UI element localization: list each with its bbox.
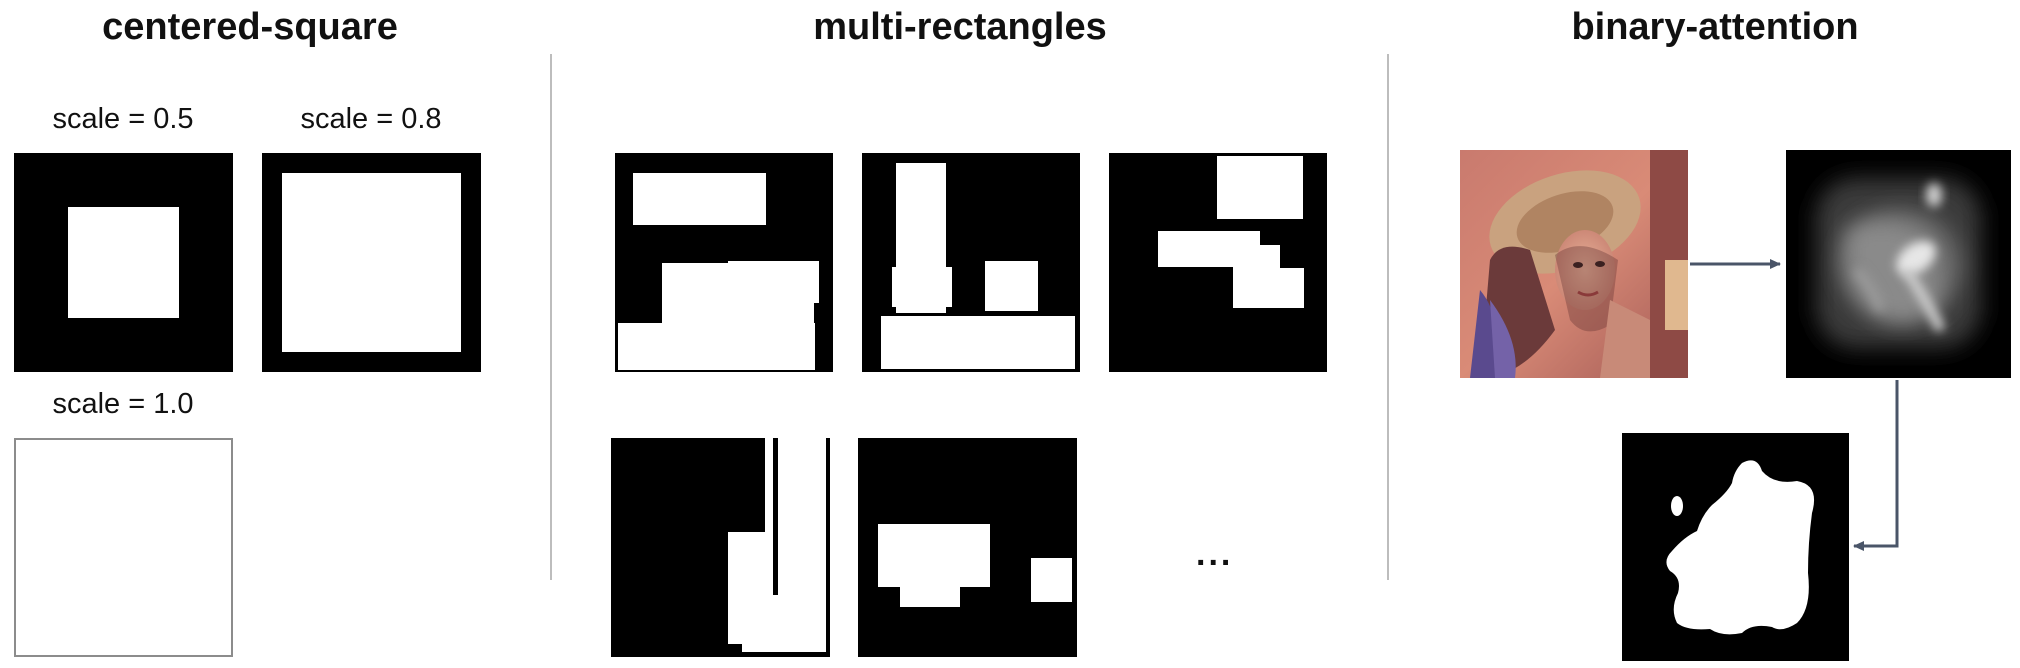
input-photo-image — [1460, 150, 1688, 378]
mask-white-square — [68, 207, 179, 318]
multi-rect-mask-4 — [611, 438, 830, 657]
attention-map-image — [1786, 150, 2011, 378]
multi-rect-mask-3 — [1109, 153, 1327, 372]
mask-rect — [618, 323, 815, 370]
multi-rect-mask-2 — [862, 153, 1080, 372]
mask-rect — [728, 261, 819, 303]
mask-rect — [1217, 156, 1303, 219]
mask-rect — [892, 267, 952, 307]
more-ellipsis: ... — [1196, 535, 1234, 573]
scale-label-0-5: scale = 0.5 — [52, 103, 194, 135]
mask-rect — [1233, 268, 1304, 308]
binary-mask-image — [1622, 433, 1849, 661]
centered-square-mask-0-8 — [262, 153, 481, 372]
mask-rect — [633, 173, 766, 225]
mask-rect — [765, 438, 773, 598]
mask-rect — [1031, 558, 1072, 602]
attention-map — [1786, 150, 2011, 378]
section-title-multi-rectangles: multi-rectangles — [813, 6, 1107, 48]
input-photo — [1460, 150, 1688, 378]
centered-square-mask-1-0 — [14, 438, 233, 657]
section-divider-right — [1387, 54, 1389, 580]
mask-rect — [878, 524, 990, 587]
mask-rect — [778, 438, 826, 608]
mask-rect — [1233, 245, 1280, 270]
scale-label-1-0: scale = 1.0 — [52, 388, 194, 420]
mask-white-square — [282, 173, 461, 352]
arrow-attention-to-mask — [1853, 380, 1899, 551]
mask-rect — [900, 583, 960, 607]
section-title-binary-attention: binary-attention — [1571, 6, 1859, 48]
section-divider-left — [550, 54, 552, 580]
mask-rect — [881, 316, 1075, 369]
mask-rect — [985, 261, 1038, 311]
section-title-centered-square: centered-square — [102, 6, 398, 48]
multi-rect-mask-1 — [615, 153, 833, 372]
scale-label-0-8: scale = 0.8 — [300, 103, 442, 135]
binary-attention-mask — [1622, 433, 1849, 661]
multi-rect-mask-5 — [858, 438, 1077, 657]
centered-square-mask-0-5 — [14, 153, 233, 372]
